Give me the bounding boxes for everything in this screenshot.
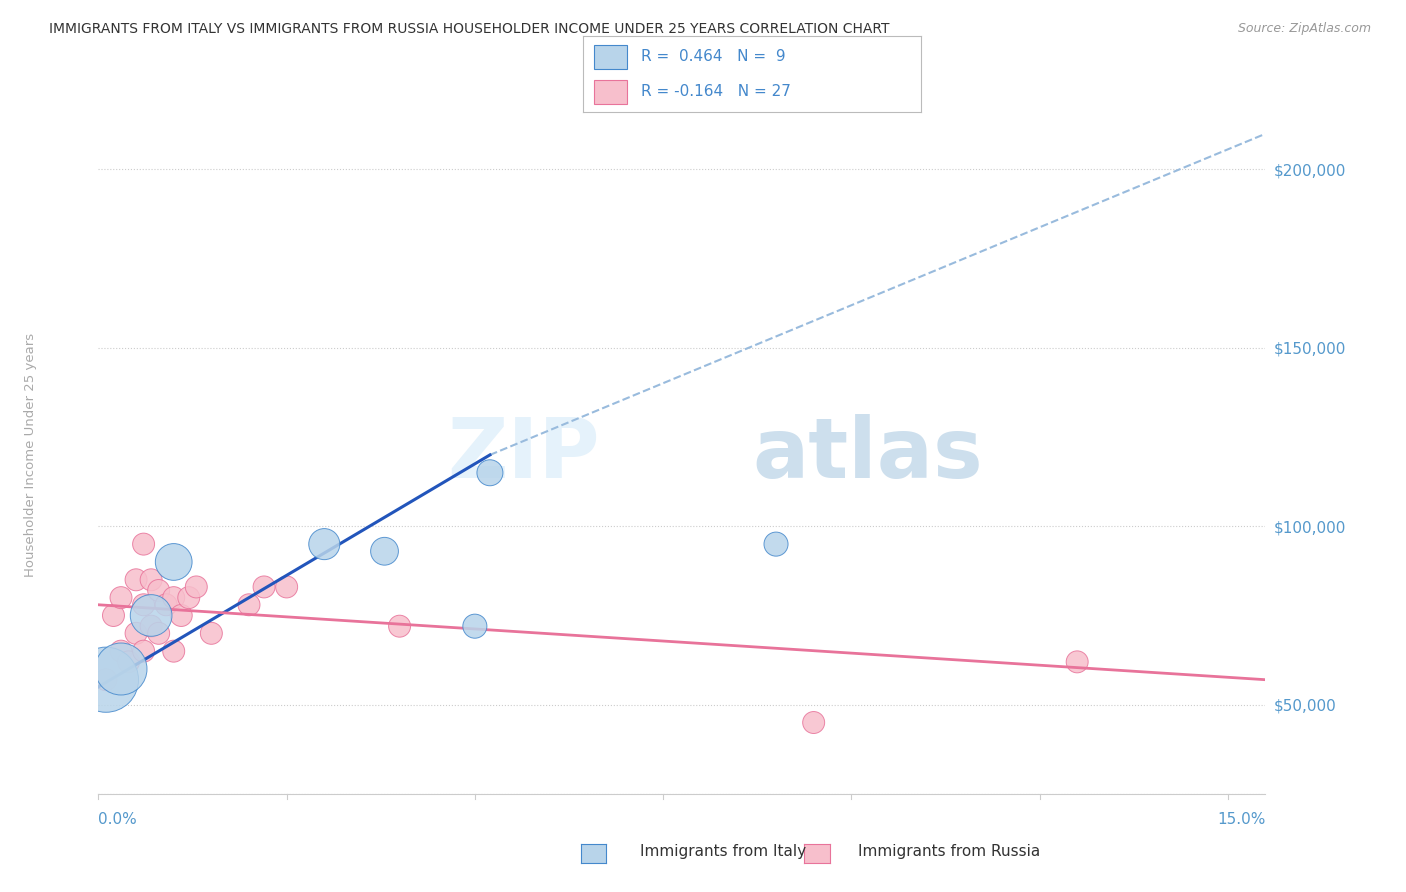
Point [464, 619, 486, 633]
Point [163, 591, 186, 605]
Point [132, 598, 155, 612]
Point [117, 655, 139, 669]
Point [148, 583, 170, 598]
Point [186, 580, 208, 594]
Point [253, 580, 276, 594]
Text: IMMIGRANTS FROM ITALY VS IMMIGRANTS FROM RUSSIA HOUSEHOLDER INCOME UNDER 25 YEAR: IMMIGRANTS FROM ITALY VS IMMIGRANTS FROM… [49, 22, 890, 37]
Point [94, 673, 117, 687]
Point [103, 608, 125, 623]
Point [139, 573, 162, 587]
Point [155, 598, 177, 612]
Point [125, 626, 148, 640]
Point [765, 537, 787, 551]
Point [148, 626, 170, 640]
Text: R =  0.464   N =  9: R = 0.464 N = 9 [641, 49, 786, 64]
Text: Immigrants from Italy: Immigrants from Italy [640, 845, 806, 859]
Bar [593, 79, 627, 104]
Point [132, 537, 155, 551]
Point [132, 644, 155, 658]
Point [110, 591, 132, 605]
Point [170, 608, 193, 623]
Point [276, 580, 298, 594]
Point [139, 619, 162, 633]
Point [177, 591, 200, 605]
Point [238, 598, 260, 612]
Bar [593, 45, 627, 69]
Point [94, 673, 117, 687]
Point [110, 662, 132, 676]
Text: Householder Income Under 25 years: Householder Income Under 25 years [24, 333, 38, 577]
Text: atlas: atlas [752, 415, 983, 495]
Point [125, 573, 148, 587]
Point [1066, 655, 1088, 669]
Point [388, 619, 411, 633]
Point [373, 544, 395, 558]
Point [110, 644, 132, 658]
Text: 15.0%: 15.0% [1218, 812, 1265, 827]
Point [803, 715, 825, 730]
Point [139, 608, 162, 623]
Text: R = -0.164   N = 27: R = -0.164 N = 27 [641, 84, 790, 99]
Point [478, 466, 501, 480]
Text: Source: ZipAtlas.com: Source: ZipAtlas.com [1237, 22, 1371, 36]
Point [163, 644, 186, 658]
Text: 0.0%: 0.0% [98, 812, 138, 827]
Point [200, 626, 222, 640]
Text: ZIP: ZIP [447, 415, 600, 495]
Point [314, 537, 336, 551]
Text: Immigrants from Russia: Immigrants from Russia [858, 845, 1040, 859]
Point [163, 555, 186, 569]
